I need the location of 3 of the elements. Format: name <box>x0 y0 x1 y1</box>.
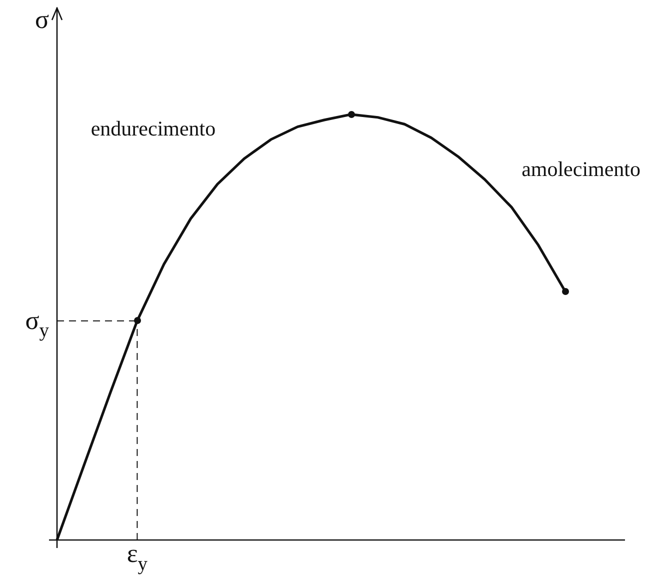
y-axis-title: σ <box>34 5 49 34</box>
annotation: endurecimento <box>90 116 216 141</box>
annotation: amolecimento <box>522 157 641 182</box>
